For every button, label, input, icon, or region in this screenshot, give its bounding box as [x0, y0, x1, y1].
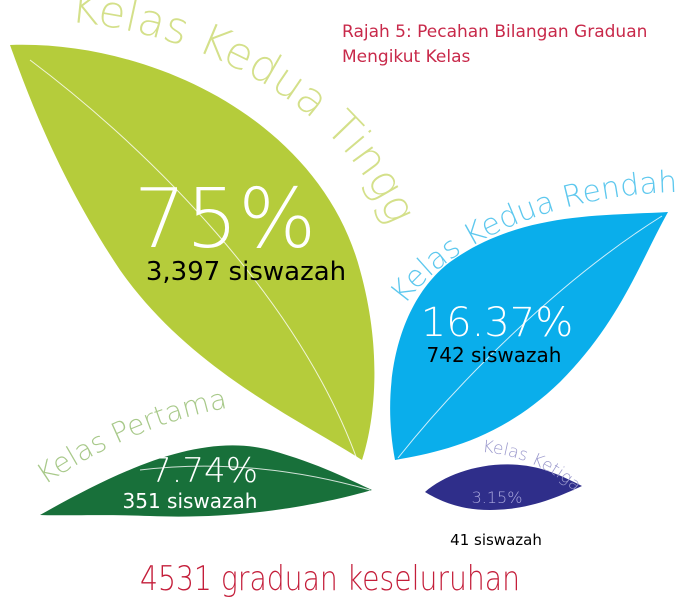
leaf	[390, 212, 668, 460]
leaf	[425, 464, 582, 510]
leaf-percent: 7.74%	[150, 451, 258, 491]
leaf-count: 742 siswazah	[427, 343, 562, 367]
leaf-vein	[139, 465, 371, 491]
leaf-count: 3,397 siswazah	[146, 257, 346, 287]
leaf-percent: 16.37%	[421, 300, 574, 346]
leaf	[10, 44, 375, 461]
title-line: Rajah 5: Pecahan Bilangan Graduan	[342, 22, 647, 42]
leaf	[40, 445, 372, 517]
leaf-percent: 3.15%	[472, 488, 523, 507]
total: 4531 graduan keseluruhan	[140, 559, 520, 599]
leaf-count: 351 siswazah	[123, 489, 258, 513]
leaf-count: 41 siswazah	[450, 531, 542, 549]
title-line: Mengikut Kelas	[342, 47, 470, 67]
leaf-percent: 75%	[134, 172, 316, 267]
leaf-vein	[397, 215, 663, 459]
leaf-vein	[29, 59, 359, 463]
